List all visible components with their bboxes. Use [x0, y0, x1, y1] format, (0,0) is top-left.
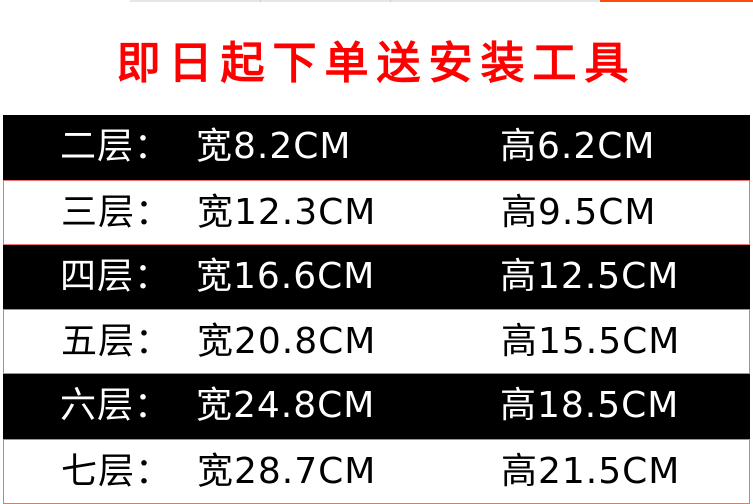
table-row: 六层： 宽24.8CM 高18.5CM [3, 374, 750, 439]
layer-label: 四层： [60, 255, 172, 297]
width-value: 宽28.7CM [197, 450, 377, 492]
layer-label: 七层： [61, 450, 173, 492]
layer-label: 二层： [60, 126, 172, 167]
width-value: 宽20.8CM [197, 321, 377, 363]
height-value: 高6.2CM [500, 126, 656, 167]
width-value: 宽12.3CM [197, 191, 377, 233]
height-value: 高12.5CM [500, 255, 680, 297]
layer-label: 五层： [61, 321, 173, 363]
top-accent-bar [600, 0, 753, 2]
width-value: 宽24.8CM [196, 385, 376, 427]
height-value: 高21.5CM [501, 450, 681, 492]
table-row: 二层： 宽8.2CM 高6.2CM [3, 115, 750, 180]
layer-label: 三层： [61, 191, 173, 233]
width-value: 宽16.6CM [196, 255, 376, 297]
height-value: 高18.5CM [500, 385, 680, 427]
table-row: 四层： 宽16.6CM 高12.5CM [3, 244, 750, 310]
height-value: 高15.5CM [501, 321, 681, 363]
layer-label: 六层： [60, 385, 172, 427]
height-value: 高9.5CM [501, 191, 657, 233]
table-row: 七层： 宽28.7CM 高21.5CM [3, 438, 750, 504]
table-row: 三层： 宽12.3CM 高9.5CM [3, 179, 750, 245]
top-strip [130, 0, 600, 2]
size-table: 二层： 宽8.2CM 高6.2CM 三层： 宽12.3CM 高9.5CM 四层：… [3, 115, 750, 504]
width-value: 宽8.2CM [196, 126, 352, 167]
table-row: 五层： 宽20.8CM 高15.5CM [3, 309, 750, 375]
promo-headline: 即日起下单送安装工具 [116, 38, 637, 89]
